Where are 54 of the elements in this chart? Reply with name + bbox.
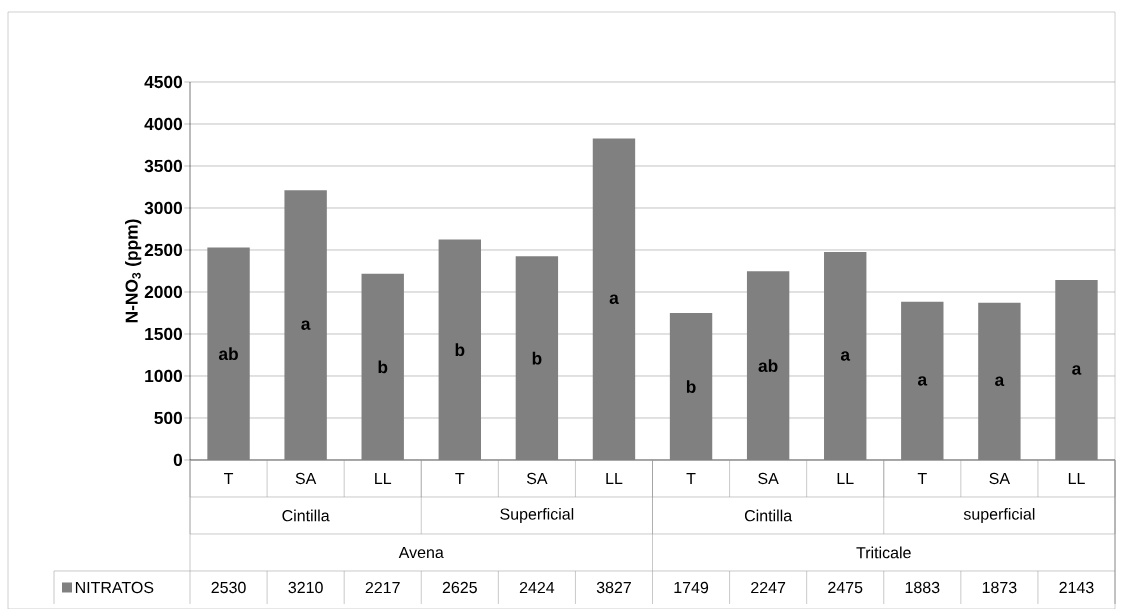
y-tick-label: 3500 — [144, 159, 182, 173]
text: Avena — [398, 546, 444, 558]
x-tick-label: LL — [375, 472, 392, 484]
text: Triticale — [856, 546, 911, 559]
legend-label: NITRATOS — [75, 581, 154, 594]
annotation: a — [840, 351, 851, 361]
annotation: b — [455, 343, 465, 356]
y-tick-label: 4500 — [144, 75, 182, 89]
x-tick-label: LL — [606, 472, 623, 484]
annotation: a — [609, 294, 619, 304]
x-tick-label: SA — [295, 472, 317, 485]
x-tick-label: SA — [989, 472, 1011, 485]
text: Cintilla — [744, 509, 793, 522]
x-tick-label: SA — [526, 472, 548, 485]
annotation: a — [995, 376, 1005, 386]
data-label: 2625 — [442, 581, 477, 594]
y-tick-label: 3000 — [144, 201, 182, 215]
data-label: 2424 — [519, 581, 555, 593]
y-tick-label: 1500 — [145, 327, 182, 340]
data-label: 2143 — [1059, 581, 1094, 594]
annotation: a — [301, 320, 311, 330]
y-tick-label: 4000 — [144, 117, 182, 130]
y-tick-label: 2000 — [144, 285, 182, 298]
data-label: 2217 — [365, 581, 400, 593]
data-label: 1873 — [982, 581, 1017, 594]
data-label: 3827 — [596, 581, 631, 594]
annotation: b — [686, 380, 696, 393]
x-tick-label: T — [455, 472, 465, 484]
data-label: 2475 — [828, 581, 863, 594]
data-label: 3210 — [288, 581, 323, 594]
data-label: 1883 — [905, 581, 940, 594]
y-tick-label: 0 — [173, 453, 183, 466]
annotation: a — [917, 376, 928, 386]
x-tick-label: T — [686, 472, 696, 484]
x-tick-label: T — [224, 472, 234, 484]
annotation: ab — [218, 347, 238, 360]
annotation: ab — [758, 359, 778, 372]
y-tick-label: 2500 — [144, 243, 182, 256]
annotation: b — [532, 351, 542, 365]
annotation: b — [378, 360, 388, 374]
y-tick-label: 500 — [154, 411, 183, 424]
x-tick-label: T — [917, 472, 927, 484]
y-tick-label: 1000 — [145, 369, 182, 382]
text: Superficial — [500, 507, 574, 523]
data-label: 2530 — [211, 581, 246, 594]
text: superficial — [963, 507, 1035, 523]
data-label: 2247 — [751, 581, 786, 593]
y-axis-title: N-NO$_{3}$ (ppm) — [125, 219, 142, 323]
x-tick-label: LL — [1068, 472, 1085, 484]
text: Cintilla — [282, 509, 330, 522]
x-tick-label: SA — [758, 472, 779, 485]
data-label: 1749 — [674, 581, 709, 594]
annotation: a — [1072, 365, 1082, 375]
x-tick-label: LL — [837, 472, 854, 484]
